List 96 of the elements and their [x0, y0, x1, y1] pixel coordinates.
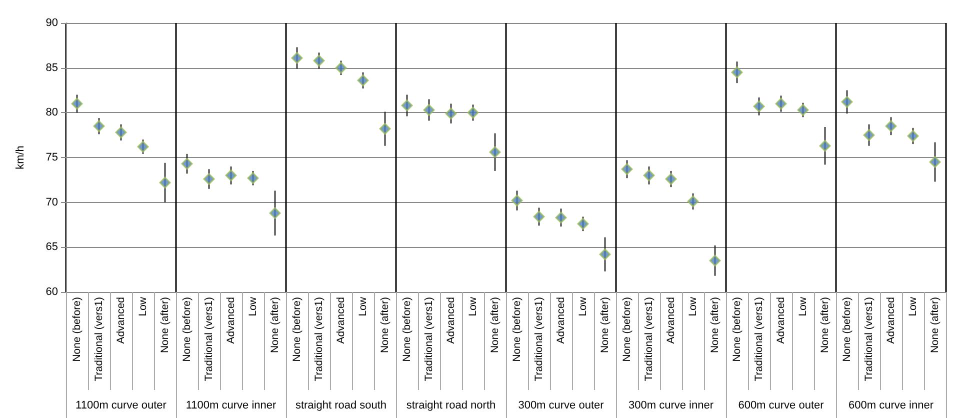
- point: [423, 104, 435, 116]
- point: [731, 66, 743, 78]
- point: [621, 163, 633, 175]
- point: [841, 96, 853, 108]
- x-tick-label: None (before): [621, 297, 633, 362]
- x-tick-label: Low: [577, 296, 589, 316]
- x-tick-label: Traditional (vers1): [863, 297, 875, 382]
- x-tick-label: Low: [907, 296, 919, 316]
- point: [357, 74, 369, 86]
- y-tick-label: 70: [46, 196, 58, 208]
- text: 300m curve outer: [518, 400, 604, 412]
- x-tick-label: Traditional (vers1): [753, 297, 765, 382]
- x-tick-label: Advanced: [225, 296, 237, 344]
- point: [599, 248, 611, 260]
- point: [115, 126, 127, 138]
- text: straight road south: [295, 400, 387, 412]
- text: straight road north: [406, 400, 496, 412]
- point: [907, 130, 919, 142]
- x-tick-label: None (after): [269, 297, 281, 354]
- point: [643, 170, 655, 182]
- x-tick-label: Traditional (vers1): [203, 297, 215, 382]
- point: [203, 173, 215, 185]
- point: [929, 156, 941, 168]
- y-tick-label: 65: [46, 241, 58, 254]
- text: 600m curve inner: [848, 400, 934, 412]
- point: [445, 108, 457, 120]
- point: [511, 194, 523, 206]
- y-tick-label: 80: [46, 106, 58, 119]
- point: [401, 100, 413, 112]
- point: [291, 52, 303, 64]
- x-tick-label: Traditional (vers1): [643, 297, 655, 382]
- x-tick-label: Advanced: [115, 296, 127, 344]
- x-tick-label: Traditional (vers1): [423, 297, 435, 382]
- point: [555, 212, 567, 224]
- point: [181, 158, 193, 170]
- x-tick-label: None (after): [709, 297, 721, 354]
- point: [93, 120, 105, 132]
- point: [863, 129, 875, 141]
- point: [71, 98, 83, 110]
- x-tick-label: Advanced: [775, 296, 787, 344]
- text: 300m curve inner: [628, 400, 714, 412]
- x-tick-label: None (after): [929, 297, 941, 354]
- x-tick-label: None (before): [401, 297, 413, 362]
- x-tick-label: None (after): [489, 297, 501, 354]
- y-tick-label: 85: [46, 62, 58, 74]
- x-tick-label: Low: [137, 296, 149, 316]
- x-tick-label: Advanced: [335, 296, 347, 344]
- x-tick-label: None (before): [291, 297, 303, 362]
- point: [797, 104, 809, 116]
- text: 600m curve outer: [738, 400, 824, 412]
- text: 1100m curve inner: [186, 400, 276, 412]
- x-tick-label: None (after): [379, 297, 391, 354]
- x-tick-label: None (before): [841, 297, 853, 362]
- x-tick-label: None (before): [511, 297, 523, 362]
- point: [753, 100, 765, 112]
- text: 1100m curve outer: [76, 400, 167, 412]
- point: [247, 172, 259, 184]
- point: [775, 98, 787, 110]
- point: [269, 207, 281, 219]
- point: [819, 140, 831, 152]
- point: [335, 62, 347, 74]
- y-tick-label: 60: [46, 286, 58, 298]
- point: [313, 54, 325, 66]
- point: [489, 146, 501, 158]
- point: [687, 196, 699, 208]
- y-tick-label: 75: [46, 152, 58, 164]
- point: [159, 176, 171, 188]
- point: [225, 170, 237, 182]
- point: [577, 218, 589, 230]
- x-tick-label: Traditional (vers1): [533, 297, 545, 382]
- y-axis-title: km/h: [14, 146, 26, 170]
- x-tick-label: Advanced: [665, 296, 677, 344]
- point: [709, 254, 721, 266]
- point: [467, 106, 479, 118]
- point: [533, 210, 545, 222]
- x-tick-label: None (before): [181, 297, 193, 362]
- x-tick-label: Advanced: [555, 296, 567, 344]
- point: [137, 140, 149, 152]
- x-tick-label: Low: [357, 296, 369, 316]
- x-tick-label: Traditional (vers1): [93, 297, 105, 382]
- point: [665, 173, 677, 185]
- point: [885, 120, 897, 132]
- x-tick-label: Advanced: [885, 296, 897, 344]
- y-tick-label: 90: [46, 17, 58, 29]
- x-tick-label: None (before): [731, 297, 743, 362]
- x-tick-label: None (after): [819, 297, 831, 354]
- x-tick-label: Traditional (vers1): [313, 297, 325, 382]
- x-tick-label: Low: [687, 296, 699, 316]
- x-tick-label: Low: [797, 296, 809, 316]
- x-tick-label: Low: [467, 296, 479, 316]
- x-tick-label: None (before): [71, 297, 83, 362]
- point: [379, 123, 391, 135]
- x-tick-label: Advanced: [445, 296, 457, 344]
- x-tick-label: Low: [247, 296, 259, 316]
- x-tick-label: None (after): [159, 297, 171, 354]
- x-tick-label: None (after): [599, 297, 611, 354]
